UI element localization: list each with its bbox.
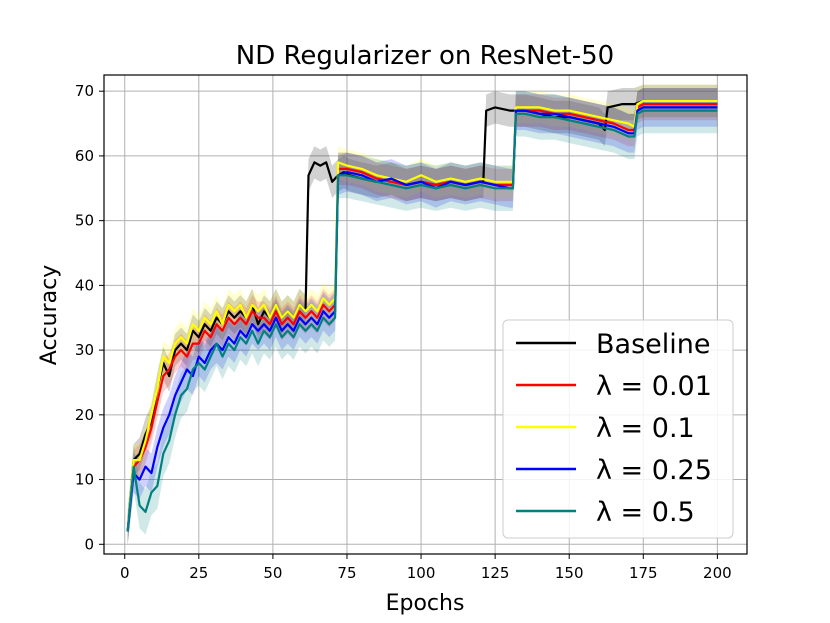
series-lines [126,99,718,532]
series-0-5-line [126,109,718,532]
x-tick-label: 25 [189,564,208,582]
series-0-5-band [127,87,718,545]
chart-title: ND Regularizer on ResNet-50 [236,41,614,71]
series-0-1-line [126,99,718,532]
x-tick-label: 175 [629,564,658,582]
legend-label: λ = 0.5 [596,497,695,528]
legend-label: λ = 0.1 [596,413,695,444]
x-axis-label: Epochs [386,591,465,616]
y-tick-label: 40 [75,276,94,294]
y-tick-label: 70 [75,82,94,100]
x-ticks: 0 25 50 75 100 125 150 175 200 [120,554,732,582]
y-tick-label: 10 [75,471,94,489]
legend-label: λ = 0.01 [596,371,712,402]
x-tick-label: 50 [263,564,282,582]
x-tick-label: 150 [555,564,584,582]
y-ticks: 0 10 20 30 40 50 60 70 [75,82,104,553]
x-tick-label: 125 [481,564,510,582]
x-tick-label: 200 [703,564,732,582]
y-tick-label: 0 [84,535,94,553]
x-tick-label: 75 [337,564,356,582]
x-tick-label: 100 [407,564,436,582]
y-tick-label: 50 [75,212,94,230]
y-tick-label: 20 [75,406,94,424]
legend-box [502,319,734,539]
series-0-25-band [127,87,718,545]
legend: Baseline λ = 0.01 λ = 0.1 λ = 0.25 λ = 0.5 [502,319,734,539]
y-tick-label: 60 [75,147,94,165]
x-tick-label: 0 [120,564,130,582]
legend-label: Baseline [596,329,710,360]
y-axis-label: Accuracy [37,265,62,365]
y-tick-label: 30 [75,341,94,359]
plot-frame [103,74,748,555]
legend-label: λ = 0.25 [596,455,712,486]
